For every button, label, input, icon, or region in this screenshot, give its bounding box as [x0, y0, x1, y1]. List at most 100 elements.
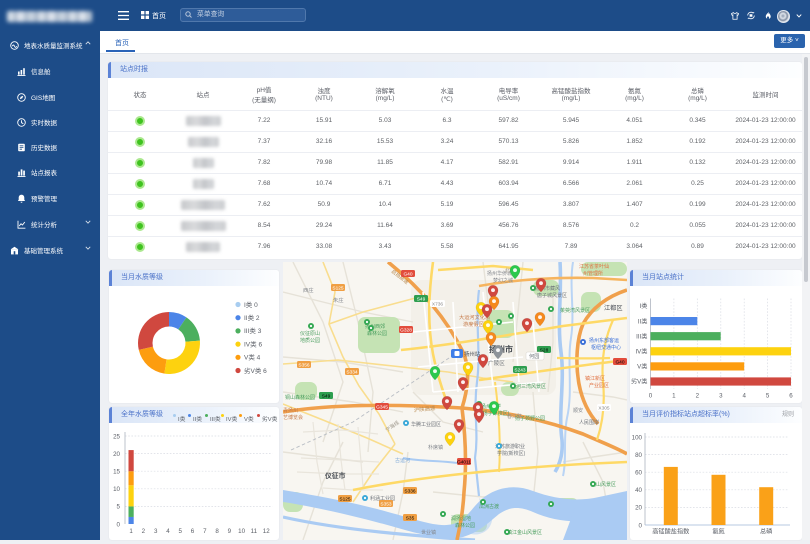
- svg-text:III类: III类: [636, 332, 647, 340]
- svg-text:春江路: 春江路: [507, 413, 522, 420]
- svg-text:S28: S28: [540, 347, 549, 353]
- svg-text:G345: G345: [376, 404, 388, 410]
- svg-text:江苏旅游职业: 江苏旅游职业: [495, 443, 525, 450]
- svg-text:S49: S49: [417, 296, 426, 302]
- svg-text:扬州东部客运: 扬州东部客运: [589, 337, 619, 344]
- svg-text:游度假区: 游度假区: [463, 320, 484, 328]
- svg-text:25: 25: [113, 433, 120, 440]
- svg-text:6: 6: [191, 528, 195, 535]
- svg-text:枢纽交通中心: 枢纽交通中心: [591, 344, 621, 351]
- svg-text:0: 0: [649, 393, 653, 400]
- svg-text:扬州西郊: 扬州西郊: [365, 323, 385, 330]
- svg-text:5: 5: [178, 528, 182, 535]
- svg-text:何园: 何园: [529, 352, 539, 360]
- svg-text:15: 15: [113, 469, 120, 476]
- svg-text:地质公园: 地质公园: [300, 337, 320, 344]
- svg-text:X736: X736: [432, 301, 444, 307]
- svg-text:镇江金山风景区: 镇江金山风景区: [507, 529, 542, 536]
- svg-text:高锰酸盐指数: 高锰酸盐指数: [652, 528, 690, 536]
- svg-text:森林公园: 森林公园: [455, 522, 475, 529]
- svg-text:0: 0: [639, 522, 643, 529]
- svg-text:4: 4: [166, 528, 170, 535]
- svg-text:100: 100: [632, 434, 643, 441]
- svg-text:G4011: G4011: [457, 459, 471, 465]
- svg-text:II类: II类: [638, 317, 648, 325]
- svg-text:朴席镇: 朴席镇: [428, 444, 443, 451]
- svg-text:劣V类 6: 劣V类 6: [244, 366, 267, 375]
- svg-text:沪陕高速: 沪陕高速: [413, 404, 436, 414]
- svg-text:G328: G328: [400, 327, 412, 333]
- svg-text:扬州站: 扬州站: [464, 350, 481, 358]
- svg-text:5: 5: [117, 504, 121, 511]
- svg-text:总磷: 总磷: [760, 528, 772, 536]
- svg-text:5: 5: [766, 393, 770, 400]
- svg-text:古运河: 古运河: [395, 457, 410, 464]
- svg-text:扬州市藏风: 扬州市藏风: [535, 285, 560, 292]
- svg-text:G40: G40: [615, 359, 624, 365]
- svg-text:G40: G40: [403, 271, 412, 277]
- svg-text:西庄: 西庄: [303, 286, 314, 294]
- svg-text:S35: S35: [406, 515, 415, 521]
- svg-text:利涵工业园: 利涵工业园: [370, 495, 395, 502]
- svg-text:2: 2: [142, 528, 146, 535]
- svg-text:森林公园: 森林公园: [367, 330, 387, 337]
- svg-text:2: 2: [696, 393, 700, 400]
- svg-text:80: 80: [635, 452, 642, 459]
- svg-text:劣V类: 劣V类: [631, 378, 648, 386]
- svg-text:IV类 6: IV类 6: [244, 339, 262, 348]
- svg-text:青扬州: 青扬州: [283, 407, 298, 414]
- svg-text:S336: S336: [404, 488, 416, 494]
- svg-text:氨氮: 氨氮: [712, 528, 724, 536]
- svg-text:S334: S334: [346, 369, 358, 375]
- svg-text:扬州华侨城: 扬州华侨城: [487, 270, 512, 277]
- svg-text:扬子颈野公园: 扬子颈野公园: [515, 415, 545, 422]
- svg-text:20: 20: [113, 451, 120, 458]
- svg-text:III类 3: III类 3: [244, 326, 262, 335]
- svg-text:润扬湿地: 润扬湿地: [451, 515, 471, 522]
- svg-text:3: 3: [719, 393, 723, 400]
- svg-text:大运河文化旅: 大运河文化旅: [459, 313, 490, 321]
- svg-text:焦山风景区: 焦山风景区: [591, 481, 616, 488]
- svg-text:4: 4: [742, 393, 746, 400]
- svg-text:I类 0: I类 0: [244, 300, 258, 309]
- svg-text:1: 1: [672, 393, 676, 400]
- svg-text:人民围岸: 人民围岸: [579, 419, 599, 426]
- svg-text:镇江新区: 镇江新区: [585, 375, 605, 382]
- svg-text:江都区: 江都区: [604, 304, 623, 312]
- svg-text:X305: X305: [598, 405, 610, 411]
- svg-text:S353: S353: [380, 501, 392, 507]
- svg-text:S356: S356: [298, 362, 310, 368]
- svg-text:S125: S125: [332, 285, 344, 291]
- svg-text:20: 20: [635, 505, 642, 512]
- svg-text:铜山森林公园: 铜山森林公园: [285, 394, 315, 401]
- svg-text:0: 0: [117, 521, 121, 528]
- svg-text:40: 40: [635, 487, 642, 494]
- svg-text:广陵区: 广陵区: [488, 359, 505, 367]
- svg-text:7: 7: [203, 528, 207, 535]
- svg-text:9: 9: [228, 528, 232, 535]
- svg-text:瓜洲古渡: 瓜洲古渡: [479, 503, 499, 510]
- svg-text:S49: S49: [322, 393, 331, 399]
- svg-text:顺安: 顺安: [573, 407, 583, 414]
- svg-text:S243: S243: [514, 367, 526, 373]
- svg-text:世业镇: 世业镇: [421, 529, 436, 536]
- svg-text:学院(新校区): 学院(新校区): [497, 450, 526, 457]
- svg-text:梦幻之城: 梦幻之城: [493, 277, 513, 284]
- svg-text:仪征原山: 仪征原山: [300, 330, 320, 337]
- svg-text:产业园区: 产业园区: [589, 382, 609, 389]
- svg-text:1: 1: [129, 528, 133, 535]
- svg-text:V类 4: V类 4: [244, 353, 261, 362]
- svg-text:江苏省茶叶仙: 江苏省茶叶仙: [579, 263, 609, 270]
- svg-text:10: 10: [238, 528, 245, 535]
- svg-text:艺博览会: 艺博览会: [283, 414, 303, 421]
- svg-text:S125: S125: [339, 496, 351, 502]
- svg-text:仪征市: 仪征市: [324, 471, 346, 480]
- svg-text:10: 10: [113, 486, 120, 493]
- svg-text:II类 2: II类 2: [244, 313, 260, 322]
- svg-text:茱萸湾风景区: 茱萸湾风景区: [560, 307, 590, 314]
- svg-text:朱庄: 朱庄: [333, 296, 344, 304]
- svg-text:6: 6: [789, 393, 793, 400]
- svg-text:12: 12: [263, 528, 270, 535]
- svg-text:州管理所: 州管理所: [583, 270, 603, 277]
- svg-text:60: 60: [635, 470, 642, 477]
